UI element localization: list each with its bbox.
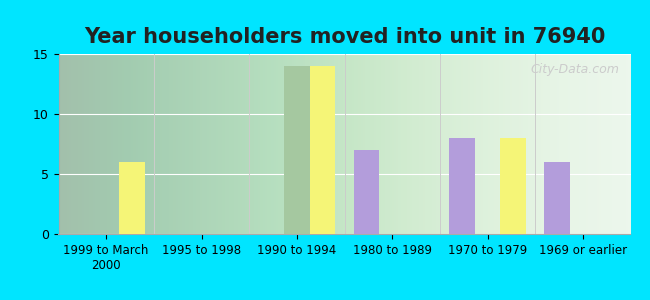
Bar bbox=[449, 138, 474, 234]
Bar bbox=[119, 162, 145, 234]
Bar bbox=[500, 138, 526, 234]
Bar bbox=[309, 66, 335, 234]
Bar bbox=[354, 150, 380, 234]
Bar bbox=[544, 162, 570, 234]
Bar bbox=[284, 66, 309, 234]
Text: City-Data.com: City-Data.com bbox=[530, 63, 619, 76]
Title: Year householders moved into unit in 76940: Year householders moved into unit in 769… bbox=[84, 27, 605, 47]
